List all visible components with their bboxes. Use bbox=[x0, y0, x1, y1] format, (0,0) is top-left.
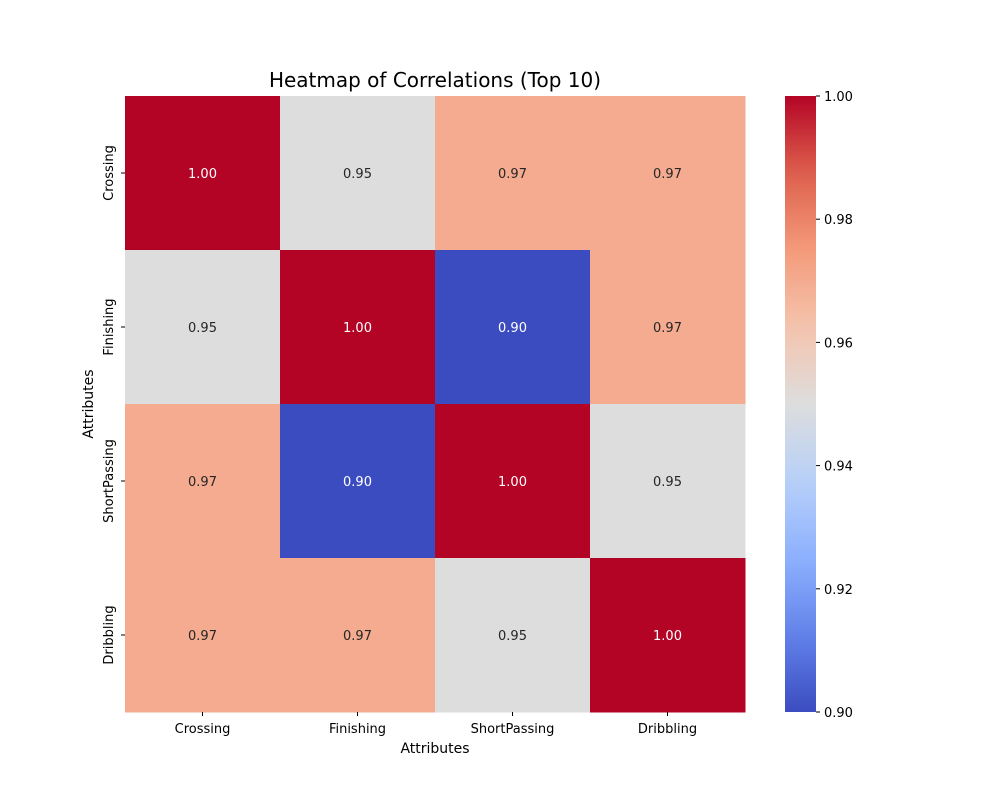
heatmap-cells: 1.00 0.95 0.97 0.97 0.95 1.00 0.90 0.97 0.97 0.90… bbox=[125, 96, 746, 713]
cell-value-label: 0.97 bbox=[498, 167, 527, 182]
cell-value-label: 0.97 bbox=[343, 629, 372, 644]
x-tick-label: Crossing bbox=[175, 722, 231, 737]
x-tick-label: ShortPassing bbox=[471, 722, 555, 737]
colorbar-tick-label: 0.94 bbox=[824, 460, 853, 475]
cell-value-label: 0.95 bbox=[343, 167, 372, 182]
heatmap-cell bbox=[435, 250, 591, 405]
colorbar-tick-label: 1.00 bbox=[824, 90, 853, 105]
cell-value-label: 1.00 bbox=[343, 321, 372, 336]
y-axis-label: Attributes bbox=[81, 369, 97, 438]
heatmap-cell bbox=[125, 404, 281, 559]
heatmap-cell bbox=[280, 404, 436, 559]
cell-value-label: 0.90 bbox=[498, 321, 527, 336]
cell-value-label: 0.95 bbox=[188, 321, 217, 336]
chart-title: Heatmap of Correlations (Top 10) bbox=[269, 68, 601, 92]
cell-value-label: 0.97 bbox=[188, 475, 217, 490]
heatmap-cell bbox=[590, 96, 746, 251]
cell-value-label: 0.97 bbox=[653, 167, 682, 182]
x-axis-ticks: Crossing Finishing ShortPassing Dribbling bbox=[175, 712, 697, 737]
y-tick-label: Finishing bbox=[102, 298, 117, 355]
heatmap-cell bbox=[280, 558, 436, 713]
cell-value-label: 0.95 bbox=[498, 629, 527, 644]
x-tick-label: Dribbling bbox=[638, 722, 697, 737]
cell-value-label: 1.00 bbox=[188, 167, 217, 182]
heatmap-cell bbox=[125, 96, 281, 251]
heatmap-cell bbox=[280, 96, 436, 251]
cell-value-label: 0.97 bbox=[653, 321, 682, 336]
heatmap-cell bbox=[125, 250, 281, 405]
cell-value-label: 1.00 bbox=[653, 629, 682, 644]
y-tick-label: Dribbling bbox=[102, 605, 117, 664]
x-tick-label: Finishing bbox=[329, 722, 386, 737]
y-axis-ticks: Crossing Finishing ShortPassing Dribbling bbox=[102, 145, 125, 665]
heatmap-cell bbox=[590, 250, 746, 405]
heatmap-cell bbox=[280, 250, 436, 405]
heatmap-cell bbox=[435, 404, 591, 559]
colorbar-tick-label: 0.98 bbox=[824, 213, 853, 228]
colorbar-tick-label: 0.90 bbox=[824, 706, 853, 721]
cell-value-label: 0.97 bbox=[188, 629, 217, 644]
colorbar: 0.90 0.92 0.94 0.96 0.98 1.00 bbox=[785, 90, 853, 721]
cell-value-label: 1.00 bbox=[498, 475, 527, 490]
heatmap-cell bbox=[125, 558, 281, 713]
heatmap-cell bbox=[435, 558, 591, 713]
colorbar-gradient bbox=[785, 96, 816, 712]
heatmap-cell bbox=[435, 96, 591, 251]
y-tick-label: Crossing bbox=[102, 145, 117, 201]
x-axis-label: Attributes bbox=[400, 741, 469, 757]
heatmap-cell bbox=[590, 558, 746, 713]
heatmap-cell bbox=[590, 404, 746, 559]
colorbar-tick-label: 0.92 bbox=[824, 583, 853, 598]
cell-value-label: 0.95 bbox=[653, 475, 682, 490]
colorbar-tick-label: 0.96 bbox=[824, 336, 853, 351]
cell-value-label: 0.90 bbox=[343, 475, 372, 490]
y-tick-label: ShortPassing bbox=[102, 439, 117, 523]
